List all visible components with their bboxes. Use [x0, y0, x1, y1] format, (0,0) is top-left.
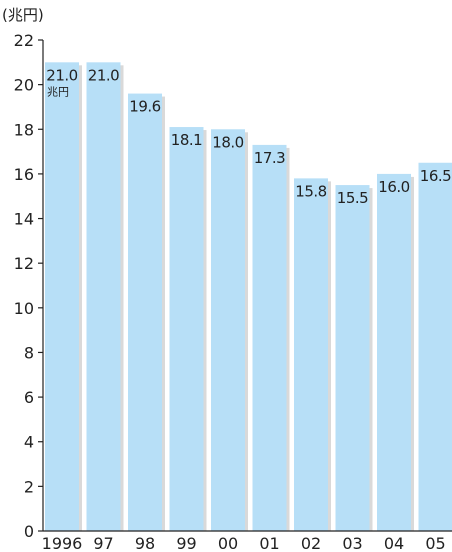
x-tick-label: 00 [218, 534, 238, 552]
y-tick-label: 4 [24, 433, 34, 452]
bar [252, 144, 287, 532]
x-tick-label: 02 [301, 534, 321, 552]
y-tick-label: 6 [24, 388, 34, 407]
data-label: 18.1 [171, 131, 202, 149]
bar [45, 62, 79, 532]
x-tick-label: 97 [93, 534, 113, 552]
y-tick-label: 14 [14, 210, 34, 229]
bar [377, 173, 411, 531]
y-tick-label: 20 [14, 76, 34, 95]
data-label: 15.8 [295, 182, 326, 200]
bar [335, 185, 370, 531]
bar [211, 129, 245, 532]
data-label: 16.0 [378, 178, 409, 196]
data-label: 18.0 [212, 133, 243, 151]
data-label: 19.6 [129, 98, 160, 116]
bar [294, 178, 328, 531]
data-label: 17.3 [254, 149, 285, 167]
x-tick-label: 98 [135, 534, 155, 552]
y-tick-label: 12 [14, 254, 34, 273]
data-label: 21.0 [88, 66, 119, 84]
data-label: 21.0 [46, 66, 77, 84]
x-tick-label: 03 [342, 534, 362, 552]
bar [169, 127, 204, 532]
x-tick-label: 99 [176, 534, 196, 552]
y-tick-label: 22 [14, 31, 34, 50]
bar [128, 93, 162, 532]
x-tick-label: 1996 [42, 534, 83, 552]
data-label: 16.5 [420, 167, 451, 185]
first-bar-unit-label: 兆円 [47, 85, 69, 98]
y-tick-label: 16 [14, 165, 34, 184]
x-tick-label: 04 [384, 534, 404, 552]
y-tick-label: 8 [24, 343, 34, 362]
bar [418, 162, 452, 531]
y-axis: 0 2 4 6 8 10 12 14 16 18 20 22 [14, 31, 44, 541]
x-tick-label: 01 [259, 534, 279, 552]
y-tick-label: 18 [14, 120, 34, 139]
y-tick-label: 10 [14, 299, 34, 318]
bar [86, 62, 121, 532]
y-tick-label: 0 [24, 522, 34, 541]
data-label: 15.5 [337, 189, 368, 207]
x-tick-label: 05 [425, 534, 445, 552]
x-axis: 1996 97 98 99 00 01 02 03 04 05 [42, 530, 452, 552]
y-tick-label: 2 [24, 477, 34, 496]
y-unit-label: (兆円) [2, 6, 44, 24]
